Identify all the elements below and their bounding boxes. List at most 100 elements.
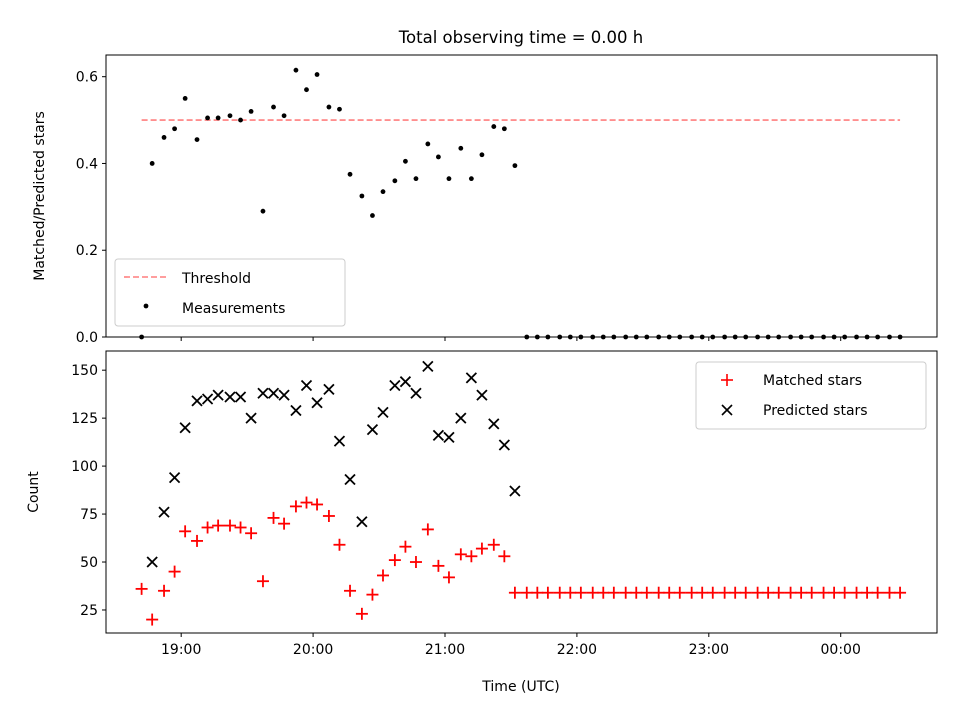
x-tick-label: 19:00 — [161, 642, 201, 658]
matched-star-point — [421, 523, 434, 536]
matched-star-point — [168, 565, 181, 578]
measurement-point — [149, 161, 155, 166]
predicted-star-point — [212, 389, 224, 401]
matched-star-point — [487, 538, 500, 551]
predicted-star-point — [333, 435, 346, 447]
bottom-axes-frame — [105, 350, 938, 634]
matched-star-point — [322, 509, 335, 522]
measurement-point — [194, 137, 200, 143]
matched-star-point — [739, 586, 752, 599]
legend-measurements-swatch — [143, 303, 149, 309]
matched-star-point — [597, 586, 610, 599]
predicted-star-point — [356, 516, 368, 528]
matched-star-point — [201, 521, 214, 534]
measurement-point — [380, 189, 386, 195]
matched-star-point — [772, 586, 785, 599]
matched-star-point — [245, 527, 258, 540]
bottom-panel: 25 50 75 100 125 150 19:00 20:00 21:00 22:00 23:0… — [26, 350, 938, 695]
predicted-star-point — [344, 473, 356, 486]
matched-star-point — [619, 586, 632, 599]
x-tick-label: 00:00 — [821, 642, 861, 658]
measurement-point — [215, 115, 221, 121]
bottom-y-tick-label: 100 — [71, 459, 98, 475]
matched-star-point — [685, 586, 698, 599]
top-panel: 0.0 0.2 0.4 0.6 Matched/Predicted stars Thr… — [32, 54, 938, 346]
measurement-point — [304, 87, 309, 93]
matched-star-point — [234, 521, 247, 534]
measurement-point — [314, 72, 320, 77]
measurement-point — [425, 141, 431, 147]
matched-star-point — [729, 586, 742, 599]
matched-star-point — [498, 550, 511, 563]
matched-star-point — [179, 525, 192, 538]
matched-star-point — [267, 511, 280, 524]
bottom-y-tick-label: 125 — [71, 411, 98, 427]
x-tick-label: 22:00 — [557, 642, 597, 658]
measurement-point — [446, 176, 452, 182]
matched-star-point — [762, 586, 775, 599]
measurement-point — [403, 158, 408, 164]
predicted-star-point — [432, 429, 445, 442]
bottom-x-ticks: 19:00 20:00 21:00 22:00 23:00 00:00 — [161, 633, 861, 658]
predicted-star-point — [179, 422, 191, 434]
matched-star-point — [718, 586, 731, 599]
matched-star-point — [795, 586, 808, 599]
predicted-star-point — [168, 471, 181, 484]
bottom-y-tick-label: 50 — [80, 555, 98, 571]
measurement-point — [326, 104, 332, 110]
matched-star-point — [432, 559, 445, 572]
matched-star-point — [135, 582, 148, 595]
matched-star-point — [454, 548, 467, 561]
measurement-point — [248, 109, 254, 114]
measurement-point — [205, 115, 210, 121]
matched-star-point — [531, 586, 544, 599]
matched-star-point — [256, 575, 269, 588]
matched-star-point — [333, 538, 346, 551]
matched-star-point — [223, 519, 236, 532]
measurement-point — [458, 145, 464, 151]
predicted-star-point — [465, 372, 478, 384]
predicted-star-point — [278, 389, 290, 401]
matched-star-point — [409, 556, 422, 569]
legend-predicted-label: Predicted stars — [763, 403, 868, 419]
bottom-y-tick-label: 75 — [80, 507, 98, 523]
matched-star-point — [607, 586, 620, 599]
predicted-star-point — [245, 412, 257, 424]
x-tick-label: 23:00 — [689, 642, 729, 658]
predicted-star-point — [422, 360, 434, 372]
matched-star-point — [158, 584, 171, 597]
legend-measurements-label: Measurements — [182, 301, 285, 317]
predicted-star-point — [498, 439, 510, 451]
predicted-star-point — [267, 387, 280, 399]
matched-star-point — [278, 517, 291, 530]
matched-star-point — [344, 584, 357, 597]
measurement-point — [512, 163, 518, 169]
measurement-point — [479, 152, 485, 158]
matched-star-point — [574, 586, 587, 599]
top-legend: Threshold Measurements — [114, 258, 346, 327]
bottom-plot-area — [135, 360, 907, 626]
measurement-point — [227, 113, 233, 119]
bottom-legend: Matched stars Predicted stars — [695, 361, 927, 430]
measurement-point — [468, 176, 474, 182]
matched-star-point — [475, 542, 488, 555]
measurement-point — [271, 104, 276, 110]
measurement-point — [413, 176, 419, 182]
predicted-star-point — [257, 387, 269, 399]
measurement-point — [392, 178, 398, 184]
x-axis-label: Time (UTC) — [481, 679, 559, 695]
top-x-ticks — [180, 337, 842, 341]
matched-star-point — [212, 519, 225, 532]
measurement-point — [347, 171, 353, 177]
predicted-star-point — [410, 387, 422, 399]
predicted-star-point — [509, 485, 521, 497]
predicted-star-point — [300, 379, 313, 392]
matched-star-point — [399, 540, 412, 553]
legend-threshold-label: Threshold — [181, 271, 251, 287]
predicted-star-point — [377, 406, 389, 419]
predicted-star-point — [476, 389, 488, 401]
predicted-star-point — [455, 412, 467, 424]
predicted-star-point — [389, 379, 401, 392]
matched-star-point — [146, 613, 159, 626]
predicted-star-point — [158, 506, 170, 518]
